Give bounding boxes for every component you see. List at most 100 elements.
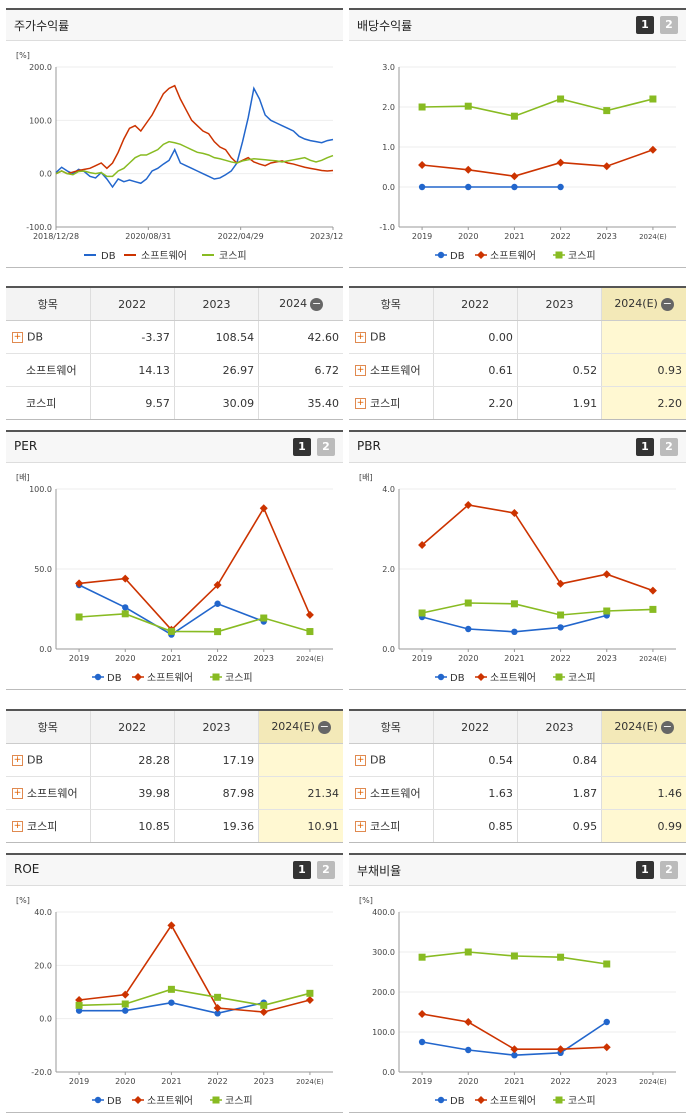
view-2-button[interactable]: 2: [317, 438, 335, 456]
data-point: [477, 1096, 485, 1104]
expand-icon[interactable]: +: [355, 397, 366, 409]
view-2-button[interactable]: 2: [660, 861, 678, 879]
view-1-button[interactable]: 1: [636, 16, 654, 34]
collapse-icon[interactable]: −: [660, 296, 674, 311]
y-tick-label: -100.0: [26, 223, 52, 232]
roe-chart: [%] 40.0 20.0 0.0 -20.0 2019 2020 2021 2022 2023 2…: [16, 896, 333, 1107]
data-point: [214, 600, 221, 607]
panel-debt: 부채비율 1 2 [%] 400.0 300.0 200.0 100.0 0.0 2019 2…: [349, 853, 686, 1113]
data-point: [603, 1018, 610, 1026]
row-name: DB: [27, 330, 44, 344]
x-tick-label: 2021: [161, 1077, 181, 1086]
data-point: [121, 574, 130, 583]
cell-value: 14.13: [89, 353, 175, 387]
data-point: [464, 102, 472, 110]
view-2-button[interactable]: 2: [317, 861, 335, 879]
cell-value: 0.85: [432, 809, 518, 843]
y-tick-label: -1.0: [379, 223, 395, 232]
data-point: [510, 1045, 519, 1054]
view-2-button[interactable]: 2: [660, 438, 678, 456]
row-name: DB: [27, 753, 44, 767]
row-label[interactable]: + DB: [6, 743, 90, 777]
row-label[interactable]: + DB: [349, 743, 433, 777]
row-label[interactable]: + 코스피: [349, 386, 433, 420]
series-line: [422, 98, 654, 118]
table-row: + 소프트웨어 0.61 0.52 0.93: [349, 353, 686, 387]
table-row: + 소프트웨어 1.63 1.87 1.46: [349, 776, 686, 810]
table-pbr: 항목 2022 2023 2024(E) − + DB 0.54 0.84 + 소프트웨어 1…: [349, 709, 686, 843]
collapse-icon[interactable]: −: [660, 719, 674, 734]
cell-value: 0.54: [432, 743, 518, 777]
data-point: [259, 1008, 268, 1016]
y-tick-label: 2.0: [382, 103, 395, 112]
data-point: [259, 504, 268, 513]
row-label[interactable]: + 소프트웨어: [349, 776, 433, 810]
data-point: [75, 1007, 83, 1014]
col-header: 항목: [349, 286, 433, 321]
view-2-button[interactable]: 2: [660, 16, 678, 34]
series-line: [55, 86, 334, 189]
expand-icon[interactable]: +: [355, 364, 366, 376]
row-name: 소프트웨어: [27, 787, 78, 800]
y-tick-label: 400.0: [372, 908, 395, 917]
expand-icon[interactable]: +: [12, 820, 23, 832]
expand-icon[interactable]: +: [355, 754, 366, 766]
view-1-button[interactable]: 1: [636, 438, 654, 456]
row-name: 코스피: [26, 397, 57, 410]
panel-header: PER 1 2: [6, 430, 343, 463]
table-row: + DB 28.28 17.19: [6, 743, 343, 777]
view-1-button[interactable]: 1: [293, 438, 311, 456]
col-header: 2022: [432, 286, 518, 321]
expand-icon[interactable]: +: [12, 331, 23, 343]
panel-pbr: PBR 1 2 [배] 4.0 2.0 0.0 2019 2020 2021 2022 2023…: [349, 430, 686, 690]
expand-icon[interactable]: +: [355, 787, 366, 799]
row-label[interactable]: + DB: [6, 320, 90, 354]
data-point: [168, 999, 175, 1006]
expand-icon[interactable]: +: [355, 820, 366, 832]
cell-value: 1.46: [601, 776, 686, 810]
col-header: 2023: [516, 286, 602, 321]
col-header: 2022: [89, 709, 175, 744]
view-1-button[interactable]: 1: [293, 861, 311, 879]
data-point: [649, 605, 657, 613]
x-tick-label: 2020: [458, 654, 478, 663]
x-tick-label: 2024(E): [296, 1078, 324, 1086]
y-tick-label: 0.0: [382, 645, 395, 654]
data-point: [260, 1001, 268, 1009]
cell-value: 0.99: [601, 809, 686, 843]
chart-area: [%] 40.0 20.0 0.0 -20.0 2019 2020 2021 2022 2023 2…: [6, 886, 343, 1113]
cell-value: [601, 743, 686, 777]
row-label[interactable]: + 코스피: [6, 809, 90, 843]
data-point: [464, 599, 472, 607]
x-tick-label: 2023: [597, 654, 617, 663]
data-point: [603, 107, 611, 115]
row-label[interactable]: + 코스피: [349, 809, 433, 843]
panel-title: 배당수익률: [357, 19, 413, 33]
row-label[interactable]: + DB: [349, 320, 433, 354]
expand-icon[interactable]: +: [12, 754, 23, 766]
panel-title: 주가수익률: [14, 19, 70, 33]
expand-icon[interactable]: +: [355, 331, 366, 343]
cell-value: 108.54: [173, 320, 259, 354]
row-label[interactable]: + 소프트웨어: [349, 353, 433, 387]
x-tick-label: 2020: [458, 232, 478, 241]
expand-icon[interactable]: +: [12, 787, 23, 799]
row-label[interactable]: + 소프트웨어: [6, 776, 90, 810]
data-point: [418, 953, 426, 961]
x-tick-label: 2020: [458, 1077, 478, 1086]
x-tick-label: 2020: [115, 654, 135, 663]
collapse-icon[interactable]: −: [310, 296, 324, 311]
y-tick-label: 0.0: [382, 1068, 395, 1077]
x-tick-label: 2018/12/28: [33, 232, 79, 241]
row-label: 코스피: [6, 386, 90, 420]
cell-value: 19.36: [173, 809, 259, 843]
data-point: [418, 183, 426, 191]
row-label: 소프트웨어: [6, 353, 90, 387]
view-1-button[interactable]: 1: [636, 861, 654, 879]
legend-label: 소프트웨어: [147, 1095, 193, 1107]
panel-header: 주가수익률: [6, 8, 343, 41]
y-tick-label: 40.0: [34, 908, 52, 917]
data-point: [122, 604, 129, 611]
collapse-icon[interactable]: −: [317, 719, 331, 734]
data-point: [418, 1010, 427, 1018]
